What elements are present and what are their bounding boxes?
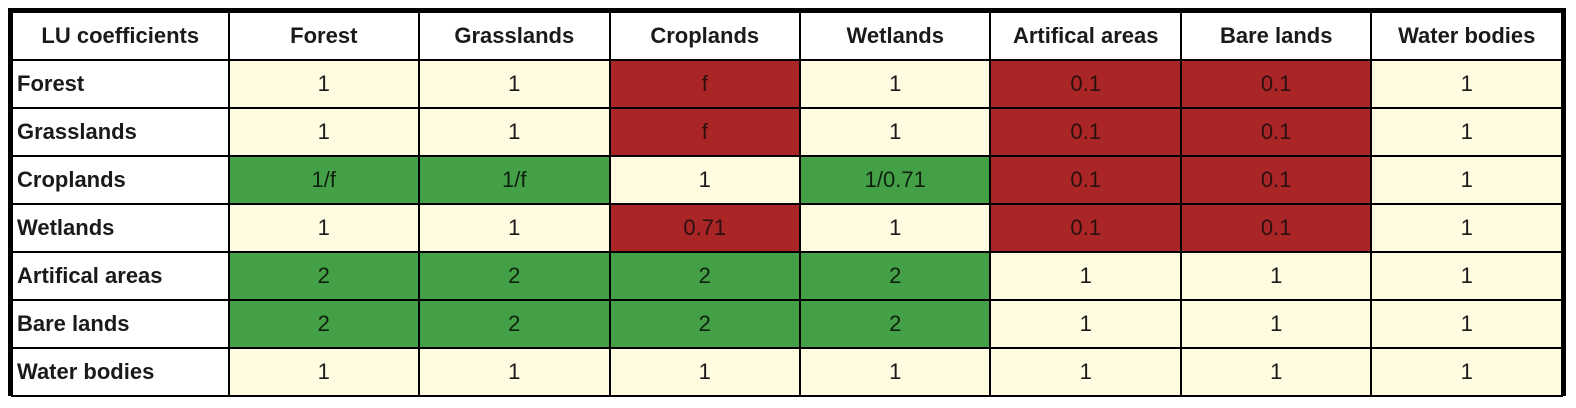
table-cell: f: [608, 59, 802, 109]
table-cell: 1: [418, 347, 611, 397]
table-row: Forest 1 1 f 1 0.1 0.1 1: [11, 59, 1563, 109]
table-body: Forest 1 1 f 1 0.1 0.1 1 Grasslands 1 1 f 1 0.1 0.1 1 Cr…: [11, 59, 1563, 397]
table-cell: 1: [1370, 251, 1563, 301]
corner-header: LU coefficients: [11, 11, 230, 61]
table-cell: 1: [798, 107, 992, 157]
column-header: Artifical areas: [989, 11, 1182, 61]
column-header: Croplands: [608, 11, 802, 61]
table-cell: 0.1: [1179, 203, 1373, 253]
table-cell: 1: [227, 203, 421, 253]
table-row: Wetlands 1 1 0.71 1 0.1 0.1 1: [11, 203, 1563, 253]
table-cell: 2: [418, 299, 611, 349]
header-row: LU coefficients Forest Grasslands Cropla…: [11, 11, 1563, 61]
table-cell: 0.1: [1179, 59, 1373, 109]
column-header: Wetlands: [798, 11, 992, 61]
table-row: Grasslands 1 1 f 1 0.1 0.1 1: [11, 107, 1563, 157]
column-header: Water bodies: [1370, 11, 1563, 61]
table-cell: 0.1: [989, 107, 1182, 157]
table-cell: 2: [227, 251, 421, 301]
table-cell: 1/0.71: [798, 155, 992, 205]
table-row: Bare lands 2 2 2 2 1 1 1: [11, 299, 1563, 349]
table-cell: 1: [418, 203, 611, 253]
table-cell: 0.1: [1179, 155, 1373, 205]
table-cell: 1: [608, 347, 802, 397]
lu-coefficient-table-frame: LU coefficients Forest Grasslands Cropla…: [8, 8, 1566, 397]
table-cell: 0.1: [989, 155, 1182, 205]
table-cell: 2: [798, 299, 992, 349]
table-cell: f: [608, 107, 802, 157]
row-header: Wetlands: [11, 203, 230, 253]
row-header: Grasslands: [11, 107, 230, 157]
table-row: Artifical areas 2 2 2 2 1 1 1: [11, 251, 1563, 301]
table-cell: 2: [418, 251, 611, 301]
table-cell: 1: [1370, 347, 1563, 397]
table-cell: 1: [227, 59, 421, 109]
table-cell: 1: [418, 59, 611, 109]
table-row: Water bodies 1 1 1 1 1 1 1: [11, 347, 1563, 397]
table-cell: 1: [418, 107, 611, 157]
table-cell: 1: [1179, 347, 1373, 397]
table-cell: 1: [227, 107, 421, 157]
table-cell: 1/f: [227, 155, 421, 205]
table-cell: 1: [798, 203, 992, 253]
table-cell: 0.1: [989, 203, 1182, 253]
row-header: Croplands: [11, 155, 230, 205]
table-cell: 2: [798, 251, 992, 301]
column-header: Bare lands: [1179, 11, 1373, 61]
lu-coefficient-table: LU coefficients Forest Grasslands Cropla…: [11, 11, 1563, 397]
column-header: Forest: [227, 11, 421, 61]
table-cell: 2: [608, 299, 802, 349]
column-header: Grasslands: [418, 11, 611, 61]
table-cell: 1: [798, 347, 992, 397]
table-cell: 1: [1370, 59, 1563, 109]
table-cell: 0.71: [608, 203, 802, 253]
table-cell: 0.1: [1179, 107, 1373, 157]
row-header: Water bodies: [11, 347, 230, 397]
table-cell: 1: [608, 155, 802, 205]
table-cell: 1: [1370, 107, 1563, 157]
table-cell: 1/f: [418, 155, 611, 205]
table-cell: 1: [989, 299, 1182, 349]
table-cell: 1: [989, 347, 1182, 397]
table-cell: 1: [1370, 299, 1563, 349]
row-header: Forest: [11, 59, 230, 109]
table-row: Croplands 1/f 1/f 1 1/0.71 0.1 0.1 1: [11, 155, 1563, 205]
table-cell: 2: [608, 251, 802, 301]
row-header: Bare lands: [11, 299, 230, 349]
table-cell: 1: [1179, 251, 1373, 301]
table-cell: 1: [1370, 155, 1563, 205]
table-cell: 2: [227, 299, 421, 349]
table-cell: 0.1: [989, 59, 1182, 109]
table-cell: 1: [227, 347, 421, 397]
row-header: Artifical areas: [11, 251, 230, 301]
table-cell: 1: [989, 251, 1182, 301]
table-cell: 1: [1179, 299, 1373, 349]
table-cell: 1: [1370, 203, 1563, 253]
table-cell: 1: [798, 59, 992, 109]
